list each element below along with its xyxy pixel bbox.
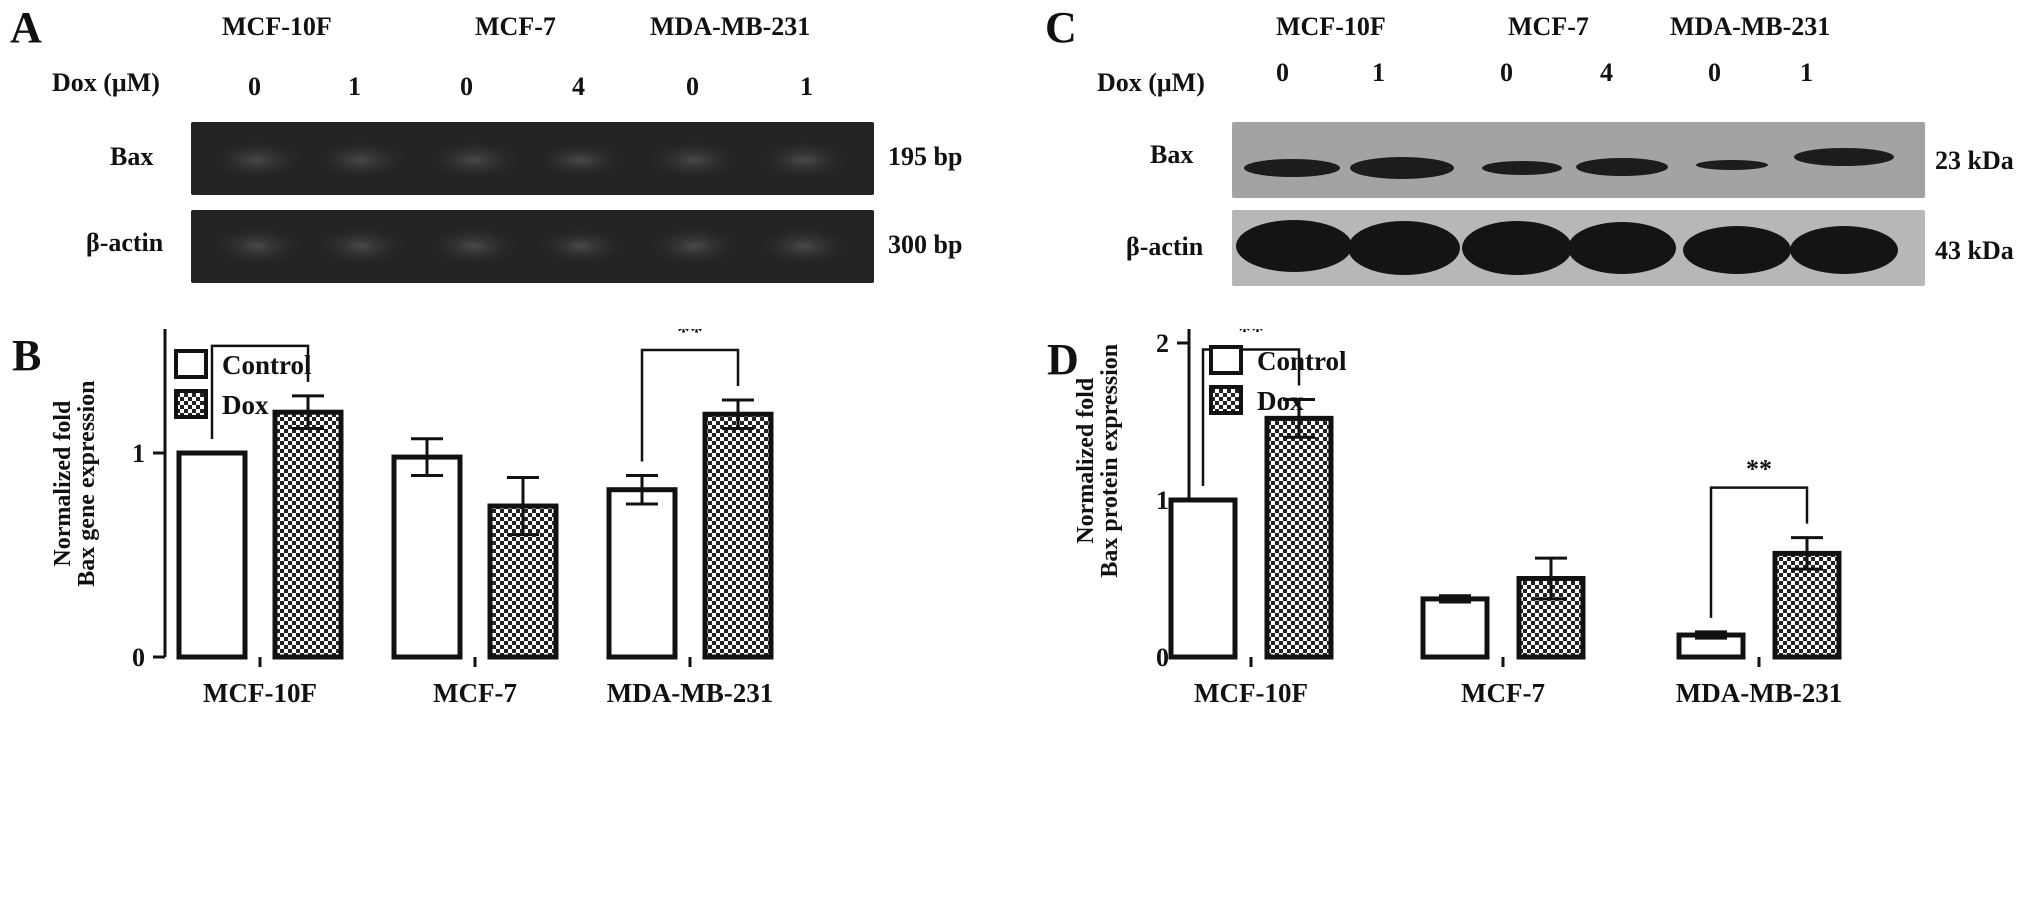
panel-letter-d: D (1047, 335, 1079, 384)
dose-label: Dox (μM) (1097, 68, 1205, 97)
bar-control-mcf-7 (1420, 596, 1490, 660)
significance-mark: * (254, 329, 267, 342)
y-axis-label: Normalized fold (1073, 377, 1099, 544)
dose-value: 0 (460, 72, 473, 101)
row-label: Bax (110, 142, 154, 171)
panel-letter-a: A (10, 3, 42, 52)
legend-swatch (174, 389, 208, 419)
legend-label: Control (222, 350, 312, 380)
y-tick-label: 1 (1156, 486, 1169, 515)
band-size-label: 300 bp (888, 230, 963, 259)
legend-swatch (1209, 345, 1243, 375)
significance-bracket (1201, 348, 1301, 486)
panel-letter-b: B (12, 331, 42, 380)
y-tick-label: 2 (1156, 329, 1169, 358)
band-size-label: 195 bp (888, 142, 963, 171)
row-label: β-actin (1126, 232, 1204, 261)
bar-dox-mda-mb-231 (702, 411, 774, 660)
bar-control-mda-mb-231 (606, 487, 678, 660)
cell-line-label: MCF-10F (1276, 12, 1386, 41)
x-category-label: MDA-MB-231 (1676, 678, 1842, 708)
bar-control-mcf-10f (1168, 497, 1238, 660)
significance-mark: ** (677, 329, 703, 346)
significance-bracket (1709, 486, 1809, 618)
cell-line-label: MDA-MB-231 (1670, 12, 1831, 41)
dose-label: Dox (μM) (52, 68, 160, 97)
dose-value: 0 (686, 72, 699, 101)
x-category-label: MCF-7 (433, 678, 517, 708)
blot-image-bax (1232, 122, 1925, 198)
row-label: Bax (1150, 140, 1194, 169)
y-tick-label: 0 (132, 643, 145, 672)
bar-dox-mcf-10f (272, 409, 344, 660)
band-size-label: 43 kDa (1935, 236, 2014, 265)
significance-bracket (210, 344, 310, 439)
significance-mark: ** (1238, 329, 1264, 346)
bar-control-mcf-7 (391, 454, 463, 660)
y-tick-label: 0 (1156, 643, 1169, 672)
bar-control-mcf-10f (176, 450, 248, 660)
bar-dox-mda-mb-231 (1772, 550, 1842, 660)
dose-value: 1 (800, 72, 813, 101)
dose-value: 0 (1500, 58, 1513, 87)
cell-line-label: MCF-7 (1508, 12, 1589, 41)
significance-mark: ** (1746, 455, 1772, 484)
row-label: β-actin (86, 228, 164, 257)
x-category-label: MCF-10F (1194, 678, 1308, 708)
cell-line-label: MCF-7 (475, 12, 556, 41)
dose-value: 0 (1708, 58, 1721, 87)
dose-value: 0 (1276, 58, 1289, 87)
dose-value: 1 (1372, 58, 1385, 87)
gel-image-actin (191, 210, 874, 283)
dose-value: 1 (1800, 58, 1813, 87)
significance-bracket (640, 348, 740, 462)
y-axis-label: Bax protein expression (1097, 344, 1123, 578)
legend-label: Dox (1257, 386, 1304, 416)
gel-image-bax (191, 122, 874, 195)
y-axis-label: Bax gene expression (74, 380, 100, 586)
panel-letter-c: C (1045, 3, 1077, 52)
x-category-label: MCF-10F (203, 678, 317, 708)
cell-line-label: MDA-MB-231 (650, 12, 811, 41)
cell-line-label: MCF-10F (222, 12, 332, 41)
x-category-label: MCF-7 (1461, 678, 1545, 708)
blot-image-actin (1232, 210, 1925, 286)
dose-value: 1 (348, 72, 361, 101)
legend-swatch (174, 349, 208, 379)
legend-swatch (1209, 385, 1243, 415)
x-category-label: MDA-MB-231 (607, 678, 773, 708)
band-size-label: 23 kDa (1935, 146, 2014, 175)
dose-value: 4 (572, 72, 585, 101)
y-tick-label: 1 (132, 439, 145, 468)
dose-value: 4 (1600, 58, 1613, 87)
legend-label: Dox (222, 390, 269, 420)
y-axis-label: Normalized fold (50, 400, 76, 567)
bar-dox-mcf-10f (1264, 415, 1334, 660)
dose-value: 0 (248, 72, 261, 101)
legend-label: Control (1257, 346, 1347, 376)
